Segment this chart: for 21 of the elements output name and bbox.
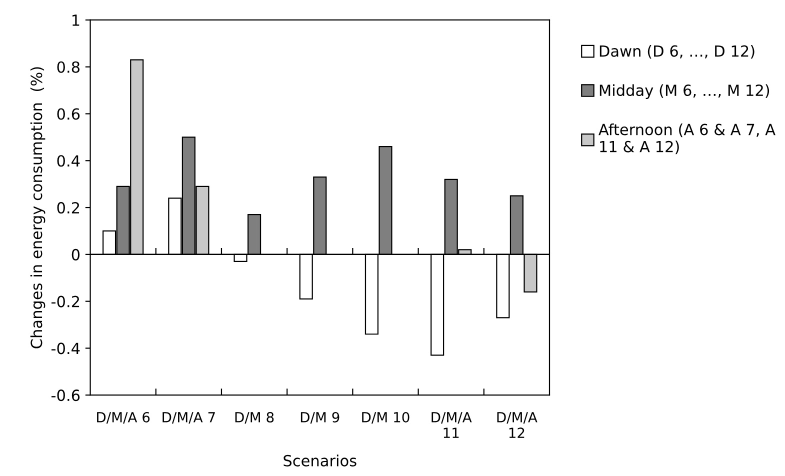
- x-tick-label: D/M/A 7: [162, 412, 215, 424]
- y-axis-title: Changes in energy consumption (%): [30, 67, 46, 348]
- y-tick-label: -0.2: [51, 296, 80, 308]
- x-tick-label: D/M/A 11: [432, 412, 472, 438]
- y-tick-label: -0.4: [51, 342, 80, 354]
- y-tick-label: 1: [72, 14, 80, 26]
- y-tick-label: -0.6: [51, 390, 80, 402]
- legend-label: Midday (M 6, …, M 12): [600, 84, 770, 100]
- x-tick-label: D/M 9: [300, 412, 340, 424]
- x-tick-label: D/M 10: [362, 412, 410, 424]
- y-tick-label: 0.8: [57, 61, 80, 73]
- y-tick-label: 0: [72, 248, 80, 260]
- x-tick-label: D/M 8: [235, 412, 274, 424]
- y-tick-label: 0.4: [57, 155, 80, 167]
- x-axis-title: Scenarios: [284, 454, 356, 466]
- x-tick-label: D/M/A 6: [97, 412, 150, 424]
- legend-label: Dawn (D 6, …, D 12): [600, 45, 754, 59]
- x-tick-label: D/M/A 12: [497, 412, 538, 438]
- legend-label: Afternoon (A 6 & A 7, A 11 & A 12): [598, 123, 776, 154]
- y-tick-label: 0.6: [57, 108, 80, 120]
- y-tick-label: 0.2: [57, 202, 80, 214]
